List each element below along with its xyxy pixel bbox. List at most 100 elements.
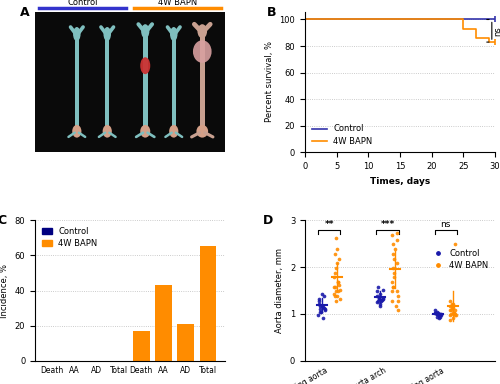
Ellipse shape (73, 27, 80, 41)
Point (321, 307, 329, 313)
Point (451, 311, 459, 317)
Point (335, 282, 343, 288)
Point (330, 293, 338, 299)
Point (332, 288, 340, 295)
Point (321, 306, 329, 312)
Point (377, 297, 385, 303)
Text: ns: ns (440, 220, 451, 230)
Text: D: D (263, 214, 274, 227)
FancyBboxPatch shape (35, 12, 225, 152)
Point (448, 301, 456, 307)
Point (374, 284, 382, 290)
X-axis label: Times, days: Times, days (370, 177, 430, 186)
Point (316, 309, 324, 315)
Point (332, 270, 340, 276)
Point (436, 311, 444, 317)
Bar (74, 35, 79, 127)
Point (448, 305, 456, 311)
Point (448, 301, 456, 307)
Point (446, 303, 454, 309)
Point (393, 237, 401, 243)
Point (450, 310, 458, 316)
Point (389, 284, 397, 290)
Point (376, 301, 384, 307)
Text: **: ** (324, 220, 334, 230)
Point (431, 310, 439, 316)
Point (316, 301, 324, 307)
Bar (200, 33, 205, 127)
Point (451, 307, 459, 313)
Point (432, 307, 440, 313)
Ellipse shape (141, 24, 150, 38)
Ellipse shape (169, 125, 178, 137)
Point (373, 299, 381, 305)
Text: Control: Control (68, 0, 98, 7)
Point (449, 314, 457, 321)
Point (436, 312, 444, 318)
Point (316, 306, 324, 312)
Point (332, 284, 340, 290)
Point (450, 303, 458, 309)
Point (390, 265, 398, 271)
Bar (155, 285, 172, 361)
Point (332, 298, 340, 304)
Point (451, 242, 459, 248)
Ellipse shape (140, 125, 150, 137)
Point (390, 274, 398, 280)
Point (436, 311, 444, 317)
Point (390, 255, 398, 262)
Point (388, 242, 396, 248)
Ellipse shape (104, 27, 111, 41)
Point (388, 232, 396, 238)
Legend: Control, 4W BAPN: Control, 4W BAPN (432, 247, 491, 273)
Point (374, 298, 382, 304)
Bar (133, 331, 150, 361)
Point (433, 309, 441, 315)
Text: ns: ns (494, 26, 500, 36)
Text: A: A (20, 6, 30, 19)
Point (330, 284, 338, 290)
Point (314, 312, 322, 318)
Point (318, 303, 326, 309)
Point (392, 246, 400, 252)
Point (332, 235, 340, 241)
Point (330, 291, 338, 297)
Point (388, 288, 396, 295)
Point (394, 298, 402, 304)
Point (374, 296, 382, 302)
Point (376, 291, 384, 297)
Point (319, 314, 327, 321)
Point (377, 298, 385, 304)
Point (333, 246, 341, 252)
Point (393, 288, 401, 295)
Point (433, 314, 441, 320)
Ellipse shape (140, 57, 150, 74)
Point (436, 314, 444, 321)
Point (446, 298, 454, 304)
Point (394, 307, 402, 313)
Point (452, 312, 460, 318)
Bar (143, 33, 148, 127)
Point (334, 279, 342, 285)
Point (376, 295, 384, 301)
Point (316, 303, 324, 309)
Point (334, 279, 342, 285)
Point (435, 311, 443, 317)
Point (333, 293, 341, 299)
Point (448, 311, 456, 317)
Point (379, 296, 387, 302)
Text: ***: *** (380, 220, 394, 230)
Point (320, 304, 328, 310)
Point (394, 293, 402, 299)
Point (314, 296, 322, 302)
Point (372, 288, 380, 295)
Point (318, 291, 326, 297)
Point (335, 255, 343, 262)
Y-axis label: Incidence, %: Incidence, % (0, 263, 9, 318)
Point (336, 296, 344, 302)
Point (390, 251, 398, 257)
Legend: Control, 4W BAPN: Control, 4W BAPN (309, 122, 375, 148)
Point (388, 298, 396, 304)
Text: 4W BAPN: 4W BAPN (158, 0, 197, 7)
Bar (200, 247, 216, 361)
